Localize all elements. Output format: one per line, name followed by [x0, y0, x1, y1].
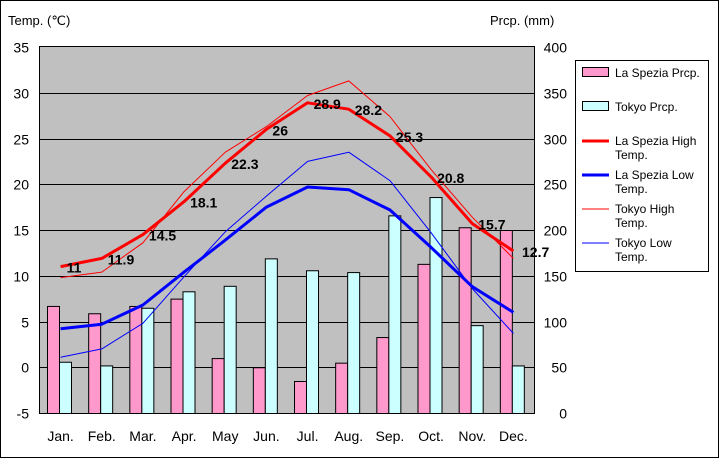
- y-right-tick-label: 0: [559, 406, 567, 422]
- bar-tokyo-prcp: [141, 307, 155, 414]
- y-left-tick-label: 30: [13, 86, 29, 102]
- x-tick-label: May: [212, 428, 238, 444]
- data-label: 26: [272, 122, 288, 138]
- data-label: 12.7: [522, 244, 549, 260]
- bar-la-spezia-prcp: [252, 367, 266, 414]
- data-label: 20.8: [437, 170, 464, 186]
- line-la-spezia-low-temp: [60, 185, 515, 331]
- y-right-tick-label: 400: [544, 40, 568, 56]
- legend-label: La Spezia Prcp.: [615, 66, 700, 80]
- data-label: 18.1: [190, 195, 217, 211]
- y-left-tick-label: 15: [13, 223, 29, 239]
- y-right-tick-label: 300: [544, 132, 568, 148]
- line-tokyo-low-temp: [60, 151, 514, 358]
- x-tick-label: Oct.: [418, 428, 444, 444]
- legend-swatch: [582, 67, 609, 77]
- bar-tokyo-prcp: [223, 285, 237, 414]
- left-axis-title: Temp. (℃): [8, 13, 70, 28]
- data-label: 28.9: [314, 96, 341, 112]
- legend-label: Tokyo Low Temp.: [615, 236, 672, 264]
- bar-la-spezia-prcp: [458, 227, 472, 414]
- left-axis-tick-labels: -5 0 5 10 15 20 25 30 35: [13, 40, 29, 422]
- bar-la-spezia-prcp: [294, 380, 307, 415]
- data-label: 22.3: [231, 156, 258, 172]
- y-left-tick-label: -5: [17, 406, 30, 422]
- legend-label: La Spezia Low Temp.: [615, 168, 694, 196]
- y-right-tick-label: 150: [544, 269, 568, 285]
- x-axis-tick-labels: Jan. Feb. Mar. Apr. May Jun. Jul. Aug. Sep. Oct. N…: [47, 428, 527, 444]
- bar-la-spezia-prcp: [129, 305, 143, 415]
- y-left-tick-label: 10: [13, 269, 29, 285]
- data-label: 28.2: [355, 102, 382, 118]
- line-la-spezia-high-temp: [60, 101, 515, 269]
- x-tick-label: Sep.: [376, 428, 405, 444]
- x-tick-label: Jan.: [47, 428, 73, 444]
- x-tick-label: Nov.: [458, 428, 486, 444]
- data-label: 15.7: [478, 217, 505, 233]
- y-right-tick-label: 50: [551, 360, 567, 376]
- bar-tokyo-prcp: [59, 361, 72, 415]
- y-right-tick-label: 250: [544, 177, 568, 193]
- bar-la-spezia-prcp: [376, 337, 390, 414]
- bar-tokyo-prcp: [100, 365, 114, 415]
- right-axis-tick-labels: 0 50 100 150 200 250 300 350 400: [544, 40, 568, 422]
- high-temp-data-labels: 11 11.9 14.5 18.1 22.3 26 28.9 28.2 25.3 20.8 15.7…: [67, 96, 550, 276]
- x-tick-label: Jul.: [297, 428, 319, 444]
- precipitation-bars: [47, 197, 525, 415]
- x-tick-label: Apr.: [172, 428, 197, 444]
- bar-la-spezia-prcp: [335, 362, 349, 414]
- bar-la-spezia-prcp: [499, 230, 513, 414]
- bar-la-spezia-prcp: [47, 305, 60, 415]
- bar-la-spezia-prcp: [211, 358, 225, 415]
- x-tick-label: Dec.: [499, 428, 528, 444]
- bar-tokyo-prcp: [388, 215, 402, 414]
- x-tick-label: Jun.: [253, 428, 279, 444]
- legend-label: Tokyo Prcp.: [615, 100, 678, 114]
- legend: La Spezia Prcp. Tokyo Prcp. La Spezia High…: [575, 60, 709, 272]
- y-left-tick-label: 20: [13, 177, 29, 193]
- bar-tokyo-prcp: [264, 258, 278, 414]
- y-left-tick-label: 25: [13, 132, 29, 148]
- bar-la-spezia-prcp: [88, 313, 102, 415]
- bar-tokyo-prcp: [306, 270, 319, 415]
- y-right-tick-label: 350: [544, 86, 568, 102]
- y-left-tick-label: 0: [21, 360, 29, 376]
- right-axis-title: Prcp. (mm): [490, 13, 554, 28]
- bar-tokyo-prcp: [182, 291, 196, 414]
- bar-tokyo-prcp: [429, 197, 443, 414]
- data-label: 11: [67, 260, 82, 276]
- legend-swatch: [582, 101, 609, 111]
- bar-la-spezia-prcp: [417, 263, 431, 415]
- bar-tokyo-prcp: [347, 272, 361, 414]
- data-label: 25.3: [396, 129, 423, 145]
- y-right-tick-label: 200: [544, 223, 568, 239]
- x-tick-label: Mar.: [129, 428, 156, 444]
- y-left-tick-label: 5: [21, 315, 29, 331]
- line-tokyo-high-temp: [60, 80, 514, 279]
- x-tick-label: Feb.: [88, 428, 116, 444]
- y-right-tick-label: 100: [544, 315, 568, 331]
- bar-la-spezia-prcp: [170, 298, 184, 414]
- legend-label: La Spezia High Temp.: [615, 134, 696, 162]
- bar-tokyo-prcp: [511, 365, 525, 415]
- data-label: 11.9: [108, 251, 135, 267]
- y-left-tick-label: 35: [13, 40, 29, 56]
- legend-label: Tokyo High Temp.: [615, 202, 674, 230]
- x-tick-label: Aug.: [334, 428, 363, 444]
- gridlines: [40, 93, 534, 368]
- data-label: 14.5: [149, 228, 176, 244]
- bar-tokyo-prcp: [470, 325, 484, 414]
- legend-box: [575, 60, 709, 272]
- temperature-lines: [60, 80, 515, 358]
